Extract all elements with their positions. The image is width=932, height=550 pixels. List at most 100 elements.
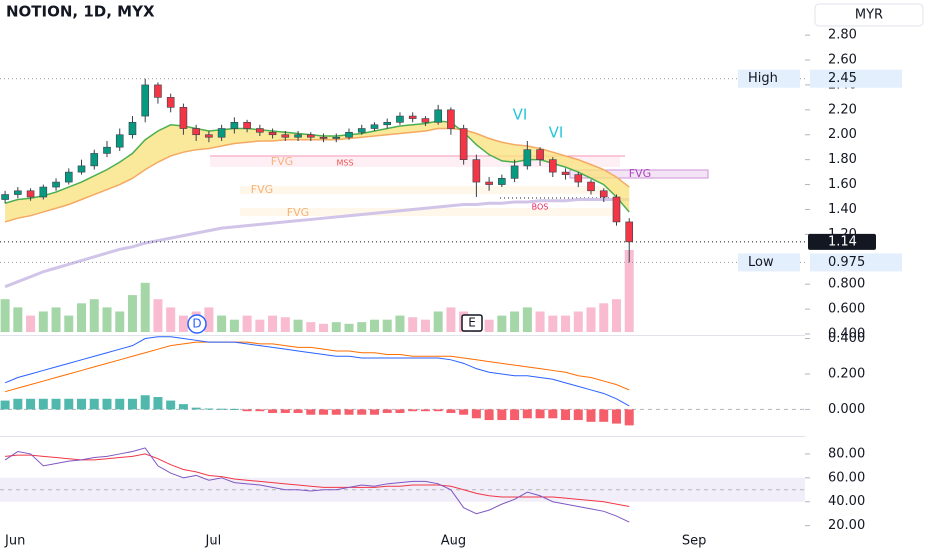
histogram-bar [561, 409, 571, 421]
histogram-bar [395, 409, 405, 413]
price-value: 0.975 [828, 255, 865, 270]
y-tick-label: 0.400 [828, 327, 865, 342]
candle-body [498, 178, 506, 185]
candle-body [357, 128, 366, 133]
candle-body [421, 118, 430, 123]
volume-bar [331, 322, 341, 332]
price-value-box [810, 253, 902, 272]
candle-body [434, 109, 442, 123]
zone-box [210, 157, 620, 167]
candle-body [141, 84, 150, 117]
chart-title: NOTION, 1D, MYX [6, 3, 155, 21]
histogram-bar [38, 398, 48, 410]
volume-bar [166, 307, 176, 332]
y-tick-label: 80.00 [828, 446, 865, 461]
y-tick-label: 2.60 [828, 53, 857, 68]
y-tick-label: 2.80 [828, 28, 857, 43]
histogram-bar [51, 398, 61, 410]
candle-body [319, 136, 328, 139]
volume-bar [64, 315, 74, 332]
candle-body [612, 196, 621, 223]
signal-line [4, 341, 630, 393]
volume-bar [127, 295, 137, 332]
volume-bar [497, 315, 507, 332]
candle-body [39, 186, 48, 198]
histogram-bar [64, 398, 74, 410]
zone-box [569, 169, 709, 179]
histogram-bar [573, 409, 583, 421]
candle-body [447, 109, 455, 129]
candle-body [128, 121, 137, 136]
y-tick-label: 2.00 [828, 127, 857, 142]
annotation: D [192, 317, 201, 331]
price-label-box [738, 69, 800, 88]
volume-bar [433, 311, 443, 332]
volume-bar [38, 311, 48, 332]
histogram-bar [408, 409, 418, 412]
candle-body [230, 121, 239, 129]
candle-body [166, 97, 175, 108]
candle-body [396, 115, 404, 123]
histogram-bar [344, 409, 354, 415]
histogram-bar [484, 409, 494, 421]
x-tick-label: Sep [682, 534, 707, 549]
volume-bar [319, 323, 329, 332]
rsi-ma-line [5, 453, 630, 508]
candle-body [217, 128, 226, 138]
candle-body [1, 194, 9, 200]
candle-body [459, 128, 468, 160]
event-marker [187, 314, 207, 334]
y-tick-label: 1.60 [828, 177, 857, 192]
volume-bar [306, 322, 316, 332]
volume-bar [204, 307, 214, 332]
volume-bar [535, 311, 545, 332]
volume-bar [178, 315, 188, 332]
annotation: VI [513, 106, 528, 124]
candle-body [587, 181, 595, 192]
histogram-bar [535, 409, 545, 419]
candle-body [77, 165, 86, 173]
histogram-bar [242, 409, 252, 412]
candle-body [536, 149, 544, 160]
candle-body [332, 136, 341, 139]
volume-bar [510, 311, 520, 332]
histogram-bar [229, 408, 239, 410]
candle-body [561, 171, 570, 175]
histogram-bar [611, 409, 621, 424]
histogram-bar [217, 408, 227, 410]
event-marker [461, 314, 483, 332]
moving-average [4, 198, 630, 289]
volume-bar [255, 319, 265, 332]
x-tick-label: Jun [4, 534, 25, 549]
candle-body [306, 134, 315, 138]
macd-line [4, 336, 630, 407]
x-tick-label: Jul [205, 534, 222, 549]
volume-bar [26, 315, 36, 332]
candle-body [383, 121, 392, 126]
candle-body [523, 149, 532, 167]
y-tick-label: 1.40 [828, 202, 857, 217]
y-tick-label: 0.800 [828, 277, 865, 292]
histogram-bar [89, 398, 99, 410]
annotation: FVG [271, 155, 293, 168]
candle-body [599, 190, 608, 198]
volume-bar [586, 307, 596, 332]
volume-bar [229, 319, 239, 332]
histogram-bar [166, 400, 176, 410]
candle-body [294, 134, 302, 138]
annotation: E [468, 316, 476, 330]
candle-body [574, 174, 583, 183]
price-value: 2.45 [828, 71, 857, 86]
x-tick-label: Aug [441, 534, 466, 549]
histogram-bar [522, 409, 532, 419]
annotation: BOS [532, 203, 549, 212]
histogram-bar [204, 408, 214, 410]
volume-bar [561, 315, 571, 332]
volume-bar [344, 323, 354, 332]
histogram-bar [293, 409, 303, 413]
histogram-bar [599, 409, 609, 422]
candle-body [64, 171, 73, 183]
histogram-bar [153, 397, 163, 410]
y-tick-label: 1.80 [828, 152, 857, 167]
volume-bar [89, 299, 99, 332]
